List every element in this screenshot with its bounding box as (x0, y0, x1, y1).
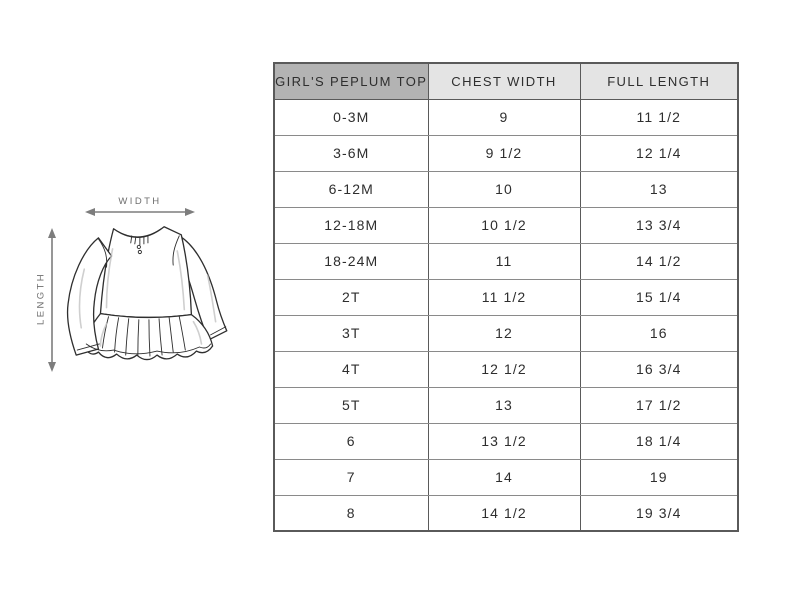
table-row: 4T 12 1/2 16 3/4 (273, 350, 739, 388)
full-length-cell: 17 1/2 (579, 386, 739, 424)
size-cell: 8 (273, 494, 429, 532)
table-row: 3T 12 16 (273, 314, 739, 352)
size-cell: 18-24M (273, 242, 429, 280)
chest-width-cell: 11 (427, 242, 581, 280)
table-row: 6 13 1/2 18 1/4 (273, 422, 739, 460)
size-cell: 3-6M (273, 134, 429, 172)
size-cell: 4T (273, 350, 429, 388)
width-measure-label: WIDTH (118, 196, 162, 207)
chest-width-cell: 10 (427, 170, 581, 208)
table-row: 2T 11 1/2 15 1/4 (273, 278, 739, 316)
width-arrow-icon (85, 208, 195, 216)
chest-width-cell: 12 (427, 314, 581, 352)
table-row: 18-24M 11 14 1/2 (273, 242, 739, 280)
full-length-cell: 18 1/4 (579, 422, 739, 460)
table-row: 6-12M 10 13 (273, 170, 739, 208)
length-measure-label: LENGTH (35, 272, 47, 325)
full-length-cell: 19 (579, 458, 739, 496)
full-length-cell: 13 (579, 170, 739, 208)
size-table-body: 0-3M 9 11 1/2 3-6M 9 1/2 12 1/4 6-12M 10 13 12-18… (273, 98, 739, 532)
full-length-cell: 12 1/4 (579, 134, 739, 172)
header-row: GIRL'S PEPLUM TOP CHEST WIDTH FULL LENGT… (273, 62, 739, 100)
full-length-cell: 13 3/4 (579, 206, 739, 244)
size-cell: 5T (273, 386, 429, 424)
table-row: 12-18M 10 1/2 13 3/4 (273, 206, 739, 244)
table-row: 5T 13 17 1/2 (273, 386, 739, 424)
full-length-cell: 14 1/2 (579, 242, 739, 280)
chest-width-cell: 9 (427, 98, 581, 136)
chest-width-cell: 13 1/2 (427, 422, 581, 460)
chest-width-cell: 14 1/2 (427, 494, 581, 532)
full-length-cell: 16 3/4 (579, 350, 739, 388)
chest-width-cell: 13 (427, 386, 581, 424)
size-cell: 6-12M (273, 170, 429, 208)
full-length-cell: 19 3/4 (579, 494, 739, 532)
chest-width-cell: 9 1/2 (427, 134, 581, 172)
peplum-top-illustration (66, 226, 228, 361)
length-arrow-icon (48, 228, 56, 372)
full-length-cell: 11 1/2 (579, 98, 739, 136)
header-chest-width: CHEST WIDTH (427, 62, 581, 100)
size-chart-table: GIRL'S PEPLUM TOP CHEST WIDTH FULL LENGT… (273, 62, 739, 532)
size-cell: 3T (273, 314, 429, 352)
table-row: 7 14 19 (273, 458, 739, 496)
header-full-length: FULL LENGTH (579, 62, 739, 100)
size-cell: 6 (273, 422, 429, 460)
chest-width-cell: 11 1/2 (427, 278, 581, 316)
chest-width-cell: 10 1/2 (427, 206, 581, 244)
size-cell: 12-18M (273, 206, 429, 244)
table-row: 0-3M 9 11 1/2 (273, 98, 739, 136)
full-length-cell: 15 1/4 (579, 278, 739, 316)
chest-width-cell: 12 1/2 (427, 350, 581, 388)
full-length-cell: 16 (579, 314, 739, 352)
chest-width-cell: 14 (427, 458, 581, 496)
garment-figure: WIDTH LENGTH (0, 185, 270, 405)
size-cell: 2T (273, 278, 429, 316)
header-product-name: GIRL'S PEPLUM TOP (273, 62, 429, 100)
size-cell: 0-3M (273, 98, 429, 136)
size-cell: 7 (273, 458, 429, 496)
table-row: 8 14 1/2 19 3/4 (273, 494, 739, 532)
table-row: 3-6M 9 1/2 12 1/4 (273, 134, 739, 172)
